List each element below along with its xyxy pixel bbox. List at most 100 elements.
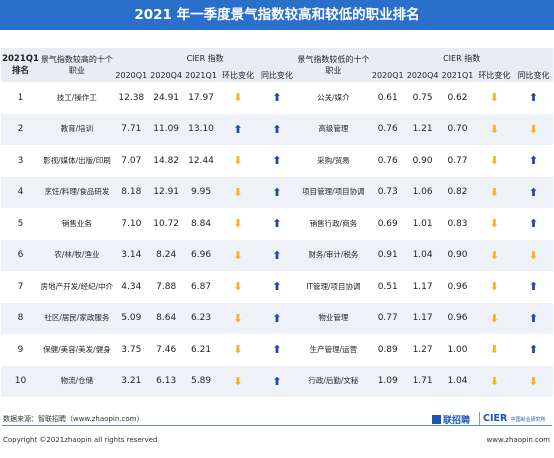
arrow-down-icon: ⬇ — [233, 248, 243, 262]
cier-index-header-high: CIER 指数 — [113, 48, 297, 68]
value-2020q4: 8.64 — [148, 302, 184, 334]
value-2021q1: 0.96 — [447, 281, 468, 292]
data-source: 数据来源：智联招聘（www.zhaopin.com） — [3, 415, 144, 423]
qoq-arrow-down-icon: ⬇ — [474, 176, 514, 208]
value-2020q1: 3.21 — [113, 365, 149, 397]
page-title: 2021 年一季度景气指数较高和较低的职业排名 — [0, 0, 554, 30]
yoy-arrow-up-icon: ⬆ — [514, 271, 553, 303]
value-2020q1: 12.38 — [118, 92, 145, 103]
low-occupation-cell: 生产管理/运营 — [309, 344, 358, 354]
rank-cell: 2 — [1, 113, 40, 145]
table-row: 6 农/林/牧/渔业 3.14 8.24 6.96 ⬇ ⬆ 财务/审计/税务 0.91 1.04 0… — [1, 239, 553, 271]
col-2020q4: 2020Q4 — [148, 68, 184, 82]
arrow-down-icon: ⬇ — [233, 154, 243, 168]
value-2021q1: 1.04 — [440, 365, 475, 397]
yoy-arrow-up-icon: ⬆ — [257, 239, 297, 271]
value-2021q1: 1.00 — [447, 344, 468, 355]
value-2020q4: 1.01 — [412, 218, 433, 229]
arrow-down-icon: ⬇ — [528, 248, 539, 262]
arrow-up-icon: ⬆ — [528, 217, 539, 231]
rank-cell: 3 — [17, 155, 24, 166]
high-occupation-cell: 房地产开发/经纪/中介 — [40, 281, 114, 291]
zhaopin-logo-icon — [432, 415, 441, 424]
low-occupation-cell: 公关/媒介 — [317, 92, 350, 102]
yoy-arrow-down-icon: ⬇ — [513, 365, 553, 397]
low-occupation-cell: 采购/贸易 — [317, 155, 350, 165]
qoq-arrow-down-icon: ⬇ — [474, 113, 514, 145]
value-2020q4: 10.72 — [153, 218, 180, 229]
qoq-arrow-down-icon: ⬇ — [475, 82, 514, 114]
qoq-arrow-down-icon: ⬇ — [474, 239, 514, 271]
high-occupation-cell: 烹饪/料理/食品研发 — [39, 176, 114, 208]
value-2020q4: 7.88 — [156, 281, 177, 292]
value-2021q1: 6.23 — [183, 302, 219, 334]
arrow-up-icon: ⬆ — [528, 280, 539, 294]
value-2020q4: 14.82 — [153, 155, 180, 166]
yoy-arrow-up-icon: ⬆ — [513, 302, 553, 334]
value-2020q1: 1.09 — [370, 365, 406, 397]
col-qoq: 环比变化 — [474, 68, 514, 82]
value-2021q1: 17.97 — [188, 92, 214, 103]
yoy-arrow-up-icon: ⬆ — [514, 334, 553, 366]
value-2020q1: 8.18 — [113, 176, 149, 208]
value-2021q1: 0.82 — [440, 176, 475, 208]
cier-logo-text: CIER — [483, 413, 508, 424]
value-2021q1: 0.62 — [447, 92, 468, 103]
qoq-arrow-down-icon: ⬇ — [475, 334, 514, 366]
arrow-up-icon: ⬆ — [528, 311, 539, 325]
arrow-up-icon: ⬆ — [528, 91, 539, 105]
arrow-down-icon: ⬇ — [489, 185, 500, 199]
yoy-arrow-down-icon: ⬇ — [513, 239, 553, 271]
low-occupation-cell: 物业管理 — [296, 302, 371, 334]
yoy-arrow-up-icon: ⬆ — [514, 82, 553, 114]
qoq-arrow-down-icon: ⬇ — [218, 145, 257, 177]
arrow-up-icon: ⬆ — [272, 154, 282, 168]
rank-header: 2021Q1 排名 — [1, 48, 40, 82]
qoq-arrow-down-icon: ⬇ — [475, 271, 514, 303]
value-2021q1: 9.95 — [183, 176, 219, 208]
table-row: 10 物流/仓储 3.21 6.13 5.89 ⬇ ⬆ 行政/后勤/文秘 1.09 1.71 1.0… — [1, 365, 553, 397]
value-2020q1: 7.71 — [113, 113, 149, 145]
qoq-arrow-down-icon: ⬇ — [475, 145, 514, 177]
value-2020q1: 7.07 — [121, 155, 142, 166]
footer-divider — [2, 425, 552, 426]
value-2020q1: 0.89 — [377, 344, 398, 355]
high-occupation-cell: 技工/操作工 — [56, 92, 97, 102]
rank-cell: 1 — [17, 92, 24, 103]
col-yoy: 同比变化 — [513, 68, 553, 82]
arrow-up-icon: ⬆ — [272, 217, 282, 231]
table-row: 8 社区/居民/家政服务 5.09 8.64 6.23 ⬇ ⬆ 物业管理 0.77 1.17 0.9… — [1, 302, 553, 334]
zhaopin-logo-text: 联招聘 — [443, 416, 471, 426]
arrow-down-icon: ⬇ — [489, 248, 500, 262]
cier-index-header-low: CIER 指数 — [370, 48, 553, 68]
copyright: Copyright ©2021zhaopin all rights reserv… — [3, 436, 158, 444]
value-2020q4: 24.91 — [153, 92, 180, 103]
cier-logo-subtext: 中国就业研究所 — [510, 417, 546, 423]
low-occupation-cell: 项目管理/项目协调 — [296, 176, 371, 208]
rank-cell: 8 — [1, 302, 40, 334]
arrow-up-icon: ⬆ — [233, 122, 243, 136]
value-2020q1: 0.69 — [377, 218, 398, 229]
value-2020q1: 0.76 — [377, 155, 398, 166]
value-2020q4: 0.75 — [412, 92, 433, 103]
arrow-down-icon: ⬇ — [233, 217, 243, 231]
col-2020q1: 2020Q1 — [370, 68, 406, 82]
arrow-up-icon: ⬆ — [272, 374, 282, 388]
value-2020q1: 0.77 — [370, 302, 406, 334]
arrow-down-icon: ⬇ — [233, 343, 243, 357]
qoq-arrow-down-icon: ⬇ — [218, 271, 257, 303]
value-2020q4: 1.06 — [405, 176, 441, 208]
value-2020q4: 1.17 — [412, 281, 433, 292]
yoy-arrow-up-icon: ⬆ — [514, 208, 553, 240]
high-occupation-cell: 影视/媒体/出版/印刷 — [43, 155, 111, 165]
value-2020q4: 6.13 — [148, 365, 184, 397]
qoq-arrow-up-icon: ⬆ — [218, 113, 258, 145]
rank-cell: 9 — [17, 344, 24, 355]
col-2021q1: 2021Q1 — [183, 68, 219, 82]
high-occupation-cell: 保健/美容/美发/健身 — [43, 344, 111, 354]
value-2021q1: 5.89 — [183, 365, 219, 397]
arrow-down-icon: ⬇ — [489, 280, 500, 294]
value-2020q1: 0.73 — [370, 176, 406, 208]
value-2020q4: 1.21 — [405, 113, 441, 145]
low-occupation-cell: 销售行政/商务 — [309, 218, 358, 228]
